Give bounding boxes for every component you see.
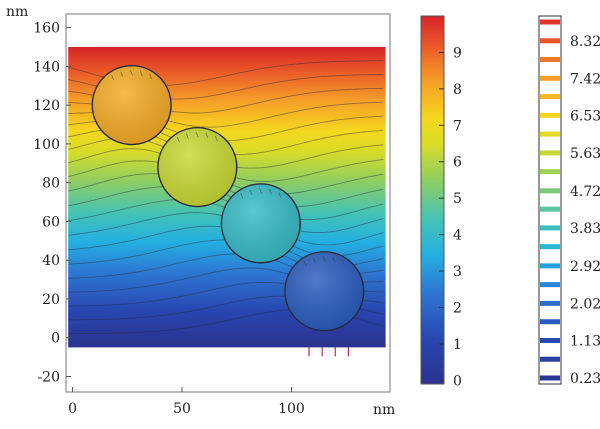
contour-level-band bbox=[540, 337, 560, 343]
force-arrow bbox=[312, 257, 316, 263]
force-arrow bbox=[278, 192, 282, 198]
x-axis-unit-label: nm bbox=[373, 402, 395, 418]
contour-colorbar-label: 5.63 bbox=[570, 146, 600, 162]
y-tick-label: 0 bbox=[51, 331, 60, 347]
contour-level-band bbox=[540, 188, 560, 194]
force-arrow bbox=[205, 132, 209, 139]
y-axis-ticks: 160 140 120 100 80 60 40 20 0 -20 bbox=[33, 21, 71, 385]
force-arrow bbox=[195, 132, 199, 138]
contour-level-band bbox=[540, 19, 560, 25]
contour-level-band bbox=[540, 356, 560, 362]
contour-colorbar: 0.23 1.13 2.02 2.92 3.83 4.72 5.63 6.53 7.42 8.32 bbox=[538, 15, 600, 387]
x-tick-label: 0 bbox=[68, 401, 77, 417]
surface-colorbar-label: 0 bbox=[453, 373, 462, 389]
contour-level-band bbox=[540, 263, 560, 269]
y-tick-label: 20 bbox=[42, 292, 60, 308]
contour-colorbar-label: 4.72 bbox=[570, 184, 600, 200]
contour-colorbar-label: 7.42 bbox=[570, 71, 600, 87]
surface-colorbar-label: 1 bbox=[453, 337, 462, 353]
y-tick-label: 160 bbox=[33, 21, 60, 37]
force-arrow bbox=[214, 135, 218, 142]
contour-level-band bbox=[540, 38, 560, 44]
contour-colorbar-label: 1.13 bbox=[570, 333, 600, 349]
surface-colorbar-label: 6 bbox=[453, 155, 462, 171]
force-arrow bbox=[176, 136, 180, 143]
force-arrow bbox=[322, 256, 326, 262]
contour-colorbar-frame bbox=[538, 15, 562, 385]
contour-level-band bbox=[540, 150, 560, 156]
y-tick-label: 80 bbox=[42, 176, 60, 192]
contour-colorbar-label: 6.53 bbox=[570, 108, 600, 124]
contour-level-band bbox=[540, 131, 560, 137]
contour-level-band bbox=[540, 94, 560, 100]
y-tick-label: 40 bbox=[42, 253, 60, 269]
plot-frame bbox=[65, 13, 391, 393]
particles bbox=[91, 65, 365, 332]
contour-level-band bbox=[540, 319, 560, 325]
force-arrow bbox=[130, 70, 133, 76]
force-arrow bbox=[240, 193, 244, 199]
force-arrow bbox=[249, 189, 253, 195]
surface-colorbar-label: 8 bbox=[453, 82, 462, 98]
force-arrow bbox=[120, 71, 124, 77]
force-arrow bbox=[149, 73, 152, 80]
contour-line bbox=[68, 186, 384, 234]
contour-colorbar-labels: 0.23 1.13 2.02 2.92 3.83 4.72 5.63 6.53 7.42 8.32 bbox=[570, 34, 600, 387]
plot-area bbox=[65, 13, 391, 393]
force-arrow bbox=[259, 188, 262, 194]
force-arrow bbox=[269, 189, 272, 195]
contour-level-band bbox=[540, 244, 560, 250]
x-axis-ticks: 0 50 100 bbox=[68, 387, 305, 417]
surface-colorbar-label: 7 bbox=[453, 118, 462, 134]
contour-level-band bbox=[540, 225, 560, 231]
contour-level-band bbox=[540, 75, 560, 81]
force-arrow bbox=[303, 261, 307, 267]
particle-shade bbox=[221, 183, 301, 263]
surface-colorbar-label: 5 bbox=[453, 191, 462, 207]
y-axis-unit-label: nm bbox=[6, 4, 28, 20]
surface-colorbar-label: 2 bbox=[453, 300, 462, 316]
contour-colorbar-levels bbox=[540, 19, 560, 381]
contour-colorbar-label: 0.23 bbox=[570, 371, 600, 387]
surface-colorbar-label: 4 bbox=[453, 228, 462, 244]
force-arrow bbox=[332, 256, 336, 263]
x-tick-label: 100 bbox=[278, 401, 305, 417]
contour-colorbar-label: 3.83 bbox=[570, 221, 600, 237]
contour-level-band bbox=[540, 169, 560, 175]
contour-level-band bbox=[540, 57, 560, 63]
contour-level-band bbox=[540, 206, 560, 212]
contour-colorbar-label: 2.92 bbox=[570, 259, 600, 275]
force-arrow bbox=[111, 74, 114, 81]
particle-shade bbox=[92, 65, 172, 145]
force-arrow bbox=[185, 133, 189, 139]
particle-shade bbox=[157, 127, 237, 207]
particle-shade bbox=[284, 251, 364, 331]
y-tick-label: 100 bbox=[33, 137, 60, 153]
surface-colorbar-label: 3 bbox=[453, 264, 462, 280]
y-tick-label: 60 bbox=[42, 214, 60, 230]
contour-colorbar-label: 8.32 bbox=[570, 34, 600, 50]
surface-colorbar: 0 1 2 3 4 5 6 7 8 9 bbox=[420, 15, 462, 389]
contour-colorbar-label: 2.02 bbox=[570, 296, 600, 312]
force-arrow bbox=[139, 70, 143, 77]
force-arrow bbox=[341, 259, 345, 266]
surface-colorbar-ticks: 0 1 2 3 4 5 6 7 8 9 bbox=[439, 45, 462, 389]
contour-level-band bbox=[540, 375, 560, 381]
contour-level-band bbox=[540, 112, 560, 118]
y-tick-label: 140 bbox=[33, 59, 60, 75]
contour-level-band bbox=[540, 300, 560, 306]
y-tick-label: -20 bbox=[37, 369, 60, 385]
y-tick-label: 120 bbox=[33, 98, 60, 114]
force-arrows bbox=[111, 70, 350, 357]
x-tick-label: 50 bbox=[173, 401, 191, 417]
contour-level-band bbox=[540, 282, 560, 288]
surface-colorbar-label: 9 bbox=[453, 45, 462, 61]
surface-colorbar-strip bbox=[420, 15, 445, 385]
